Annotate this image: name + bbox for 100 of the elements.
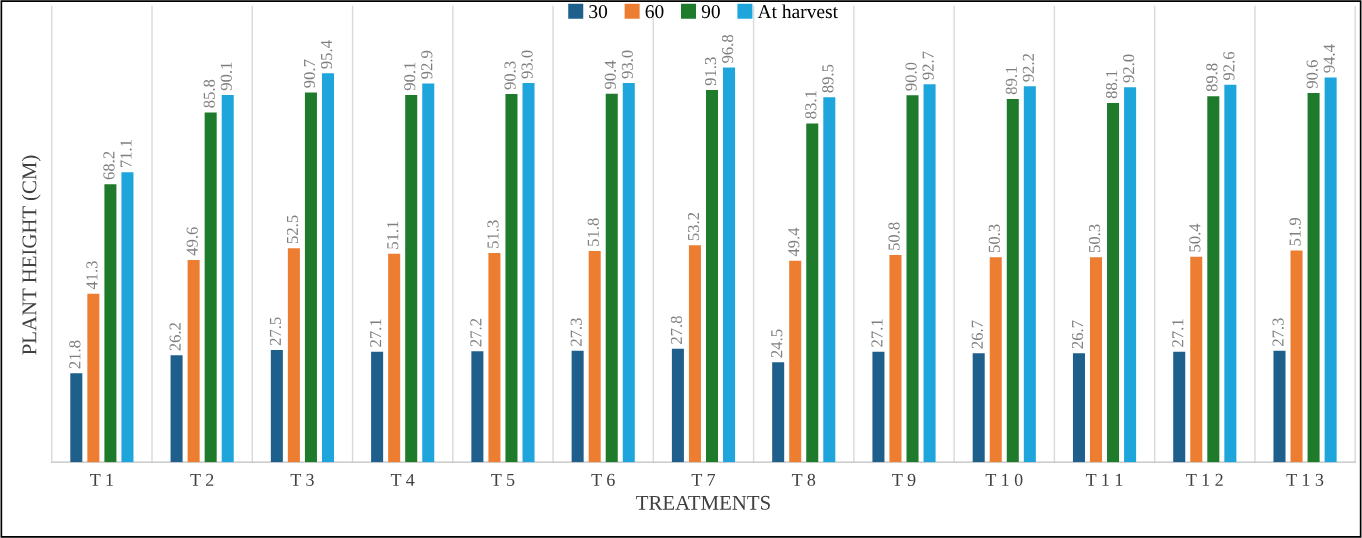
data-label: 93.0 <box>621 50 634 79</box>
data-label: 41.3 <box>86 261 98 290</box>
data-label: 92.9 <box>421 50 433 79</box>
bar <box>1023 86 1036 463</box>
x-tick-label: T 1 1 <box>1085 473 1123 486</box>
bar <box>1089 257 1103 463</box>
data-label: 90.3 <box>504 61 516 90</box>
data-label: 94.4 <box>1323 44 1335 73</box>
data-label: 24.5 <box>771 329 783 358</box>
bar <box>121 172 134 463</box>
bar <box>1307 92 1320 463</box>
data-label: 27.1 <box>871 319 883 347</box>
data-label: 50.8 <box>888 222 900 250</box>
legend-label: At harvest <box>757 4 838 19</box>
bar <box>371 351 384 463</box>
bar <box>705 90 719 463</box>
bar <box>923 84 936 463</box>
bar <box>1324 77 1337 463</box>
data-label: 27.3 <box>570 318 582 346</box>
data-label: 49.6 <box>186 227 198 256</box>
x-tick-label: T 6 <box>591 473 615 486</box>
x-tick-label: T 8 <box>791 473 816 486</box>
x-tick-label: T 1 <box>90 473 113 486</box>
bar <box>187 259 200 463</box>
bar <box>671 348 684 463</box>
bar <box>889 255 902 463</box>
bar <box>1173 351 1186 463</box>
bar <box>221 94 234 463</box>
data-label: 93.0 <box>521 50 533 79</box>
bar <box>270 350 283 463</box>
x-axis-title: TREATMENTS <box>636 495 770 510</box>
bar <box>1190 256 1203 463</box>
bar <box>1207 96 1220 463</box>
bar <box>1107 103 1120 463</box>
data-label: 50.4 <box>1189 223 1201 252</box>
data-label: 71.1 <box>120 140 132 168</box>
bar <box>605 93 618 463</box>
data-label: 50.3 <box>1088 224 1101 252</box>
bar <box>688 245 701 463</box>
data-label: 92.7 <box>922 51 934 80</box>
bar <box>723 67 736 463</box>
data-label: 83.1 <box>805 91 817 119</box>
data-label: 90.1 <box>220 62 232 91</box>
data-label: 89.5 <box>822 64 834 93</box>
bar <box>170 355 183 463</box>
data-label: 51.8 <box>587 218 599 246</box>
bar <box>204 112 217 463</box>
data-label: 27.1 <box>370 319 382 347</box>
data-label: 85.8 <box>203 79 215 108</box>
bar <box>1006 98 1019 463</box>
legend-label: 90 <box>701 5 720 19</box>
bar <box>87 293 100 463</box>
data-label: 92.6 <box>1223 51 1235 81</box>
data-label: 26.7 <box>1071 320 1084 349</box>
data-label: 90.6 <box>1306 60 1318 89</box>
data-label: 91.3 <box>704 57 717 86</box>
bar <box>806 123 819 463</box>
bar <box>388 253 401 463</box>
bar <box>488 253 501 463</box>
x-tick-label: T 2 <box>190 473 214 486</box>
data-label: 90.1 <box>404 62 416 91</box>
bar <box>70 373 83 463</box>
bar <box>906 95 919 463</box>
bar <box>823 97 836 463</box>
data-label: 51.3 <box>487 220 499 248</box>
data-label: 68.2 <box>103 151 115 180</box>
bar <box>972 353 985 463</box>
x-tick-label: T 4 <box>390 473 415 486</box>
legend-label: 60 <box>645 5 664 19</box>
bar <box>1072 353 1085 463</box>
bar <box>789 260 802 463</box>
data-label: 89.1 <box>1005 66 1018 95</box>
bar <box>287 248 300 463</box>
bar <box>571 350 584 463</box>
bar <box>471 351 484 463</box>
x-tick-label: T 3 <box>290 473 314 486</box>
data-label: 92.2 <box>1022 53 1035 82</box>
data-label: 90.4 <box>604 60 616 89</box>
bar <box>405 94 418 463</box>
bar <box>422 83 435 463</box>
bar <box>1273 350 1286 463</box>
data-label: 51.1 <box>387 221 399 249</box>
bar <box>872 351 885 463</box>
data-label: 50.3 <box>988 224 1000 252</box>
bar <box>321 73 334 463</box>
data-label: 51.9 <box>1289 217 1301 246</box>
bar <box>622 83 635 463</box>
bar <box>588 251 601 463</box>
bar <box>1290 250 1303 463</box>
data-label: 52.5 <box>286 215 299 244</box>
bar <box>104 184 117 463</box>
data-label: 27.3 <box>1272 318 1284 346</box>
data-label: 26.7 <box>971 320 983 349</box>
x-tick-label: T 1 3 <box>1286 473 1324 486</box>
x-tick-label: T 5 <box>491 473 515 486</box>
data-label: 90.7 <box>303 59 316 88</box>
data-label: 95.4 <box>320 40 333 69</box>
bar <box>989 257 1002 463</box>
x-tick-label: T 9 <box>892 473 916 486</box>
data-label: 92.0 <box>1123 54 1135 83</box>
